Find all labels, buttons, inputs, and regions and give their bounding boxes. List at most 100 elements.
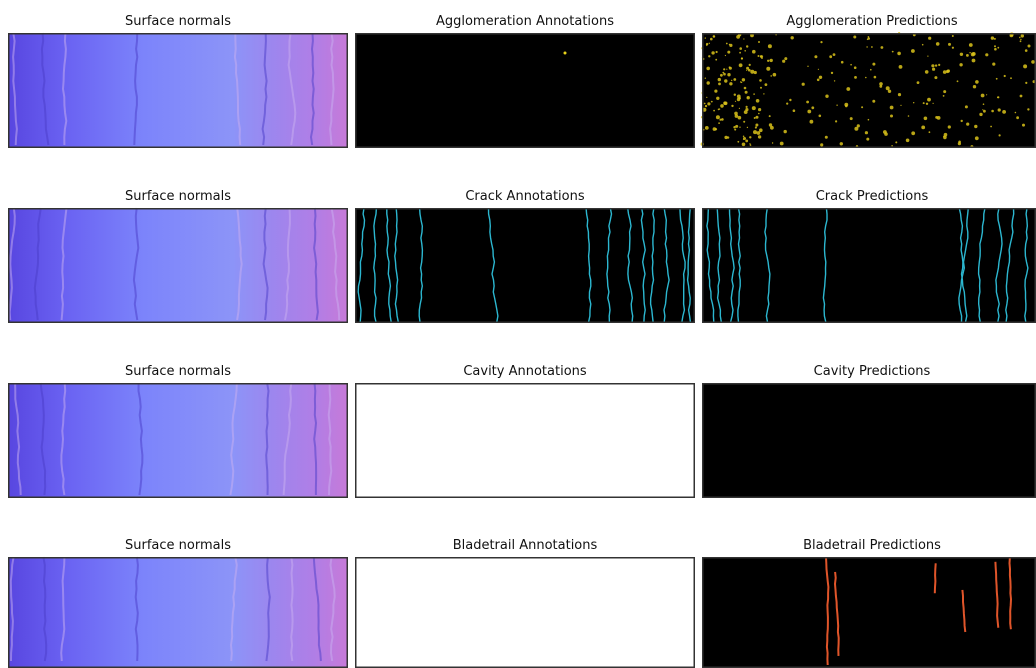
prediction-dot [871, 46, 873, 48]
prediction-dot [731, 105, 733, 107]
prediction-dot [982, 109, 983, 110]
panel-title: Agglomeration Annotations [436, 14, 614, 29]
image-background [355, 33, 695, 148]
prediction-dot [720, 104, 724, 108]
prediction-dot [715, 59, 717, 61]
surface-ridge [291, 557, 292, 661]
prediction-dot [746, 45, 748, 47]
prediction-dot [1015, 112, 1017, 114]
image-background [8, 383, 348, 498]
panel-image [701, 32, 1036, 148]
prediction-dot [721, 118, 724, 121]
prediction-dot [994, 38, 996, 40]
prediction-dot [810, 120, 814, 124]
prediction-dot [718, 78, 721, 81]
prediction-dot [991, 110, 994, 113]
prediction-dot [866, 138, 869, 141]
prediction-dot [997, 47, 999, 49]
prediction-dot [818, 69, 819, 70]
prediction-dot [991, 36, 994, 39]
prediction-dot [725, 55, 726, 56]
image-background [8, 33, 348, 148]
prediction-dot [749, 136, 751, 138]
prediction-dot [834, 80, 835, 81]
prediction-dot [770, 75, 772, 77]
prediction-dot [749, 64, 751, 66]
prediction-dot [749, 143, 750, 144]
prediction-dot [1025, 82, 1027, 84]
prediction-dot [713, 36, 715, 38]
prediction-dot [704, 103, 706, 105]
prediction-dot [890, 115, 893, 118]
prediction-dot [755, 126, 757, 128]
prediction-dot [726, 69, 727, 70]
prediction-dot [784, 57, 787, 60]
prediction-dot [802, 83, 805, 86]
prediction-dot [759, 79, 762, 82]
prediction-dot [745, 108, 748, 111]
prediction-dot [927, 56, 928, 57]
prediction-dot [716, 115, 720, 119]
prediction-dot [724, 79, 727, 82]
prediction-dot [807, 66, 808, 67]
prediction-dot [811, 106, 814, 109]
prediction-dot [742, 143, 746, 147]
prediction-dot [756, 116, 759, 119]
prediction-dot [922, 44, 924, 46]
prediction-dot [929, 131, 931, 133]
prediction-dot [906, 139, 910, 143]
figure: Surface normals Agglomeration Annotations… [0, 0, 1036, 668]
prediction-dot [707, 81, 710, 84]
prediction-dot [975, 136, 979, 140]
panel-title: Surface normals [125, 14, 231, 29]
prediction-dot [745, 91, 748, 94]
prediction-dot [743, 136, 745, 138]
prediction-dot [965, 105, 968, 108]
prediction-dot [746, 70, 747, 71]
panel-title: Surface normals [125, 189, 231, 204]
prediction-dot [983, 103, 985, 105]
prediction-dot [943, 70, 947, 74]
prediction-dot [973, 85, 976, 88]
prediction-dot [758, 135, 761, 138]
prediction-dot [780, 142, 784, 146]
prediction-dot [868, 119, 870, 121]
prediction-dot [758, 108, 761, 111]
prediction-dot [746, 106, 748, 108]
prediction-dot [948, 43, 951, 46]
prediction-dot [872, 63, 875, 66]
prediction-dot [807, 110, 811, 114]
prediction-dot [706, 67, 710, 71]
prediction-dot [760, 55, 762, 57]
prediction-dot [908, 115, 910, 117]
prediction-dot [719, 108, 720, 109]
prediction-dot [846, 87, 850, 91]
prediction-dot [891, 145, 892, 146]
prediction-dot [723, 68, 725, 70]
image-background [8, 557, 348, 668]
prediction-dot [917, 81, 920, 84]
prediction-dot [729, 67, 732, 70]
prediction-dot [957, 80, 959, 82]
image-background [355, 383, 695, 498]
prediction-dot [913, 102, 914, 103]
prediction-dot [756, 99, 760, 103]
prediction-dot [831, 72, 833, 74]
prediction-dot [753, 130, 757, 134]
prediction-dot [924, 117, 928, 121]
prediction-dot [890, 106, 894, 110]
prediction-dot [865, 77, 867, 79]
prediction-dot [765, 83, 768, 86]
image-background [702, 383, 1036, 498]
prediction-dot [969, 43, 973, 47]
bladetrail-streak [1010, 557, 1012, 629]
prediction-dot [744, 87, 747, 90]
prediction-dot [1027, 108, 1029, 110]
prediction-dot [705, 78, 706, 79]
prediction-dot [727, 136, 729, 138]
prediction-dot [927, 98, 931, 102]
prediction-dot [735, 114, 739, 118]
prediction-dot [911, 131, 915, 135]
panel-title: Bladetrail Annotations [453, 538, 598, 553]
prediction-dot [936, 42, 940, 46]
